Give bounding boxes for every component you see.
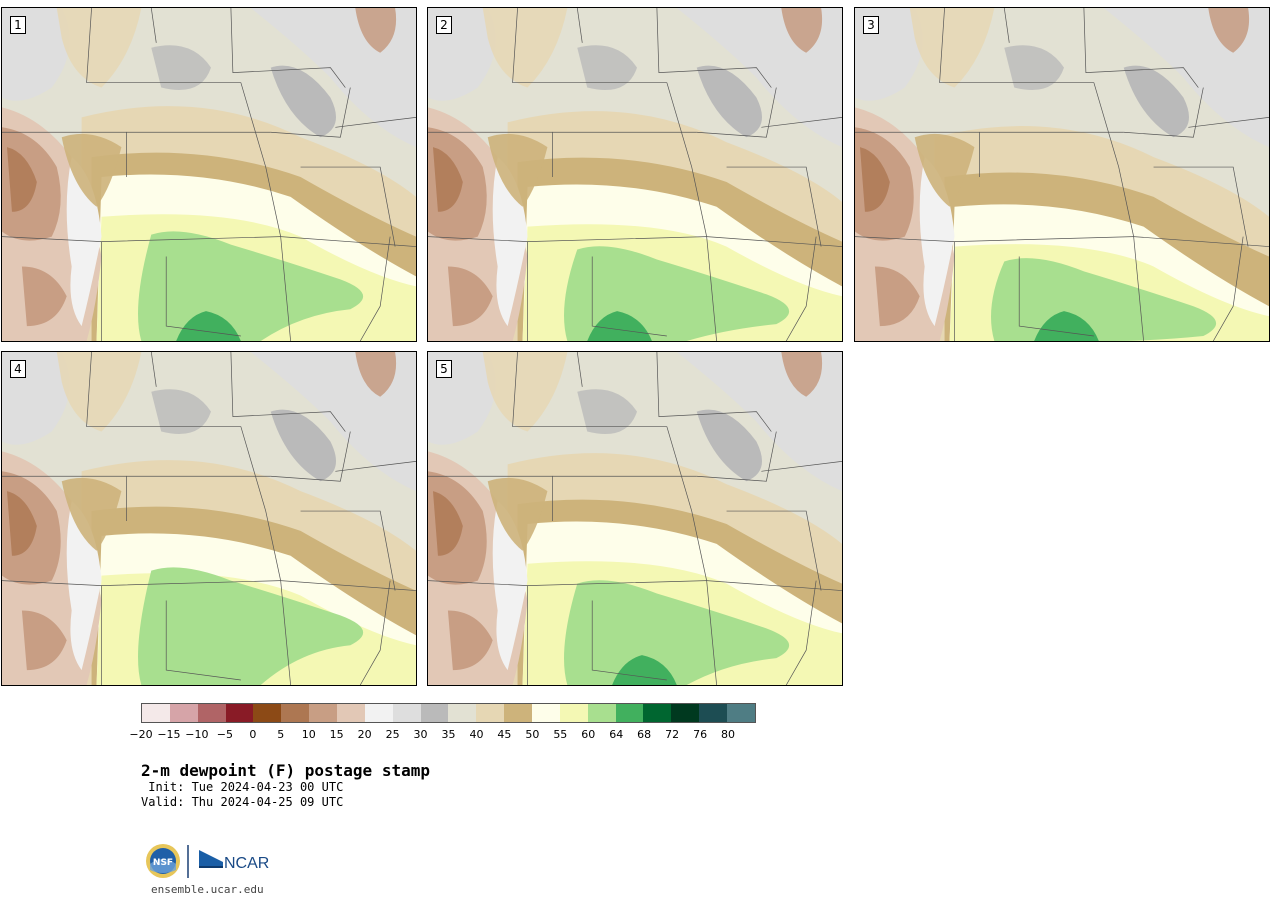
colorbar-swatch	[643, 704, 672, 722]
valid-time: Valid: Thu 2024-04-25 09 UTC	[141, 795, 344, 809]
colorbar-tick-label: 80	[721, 728, 736, 741]
dewpoint-map-1	[2, 8, 416, 341]
map-panel-3: 3	[854, 7, 1270, 342]
map-panel-4: 4	[1, 351, 417, 686]
colorbar-tick-label: 40	[469, 728, 484, 741]
colorbar-swatch	[727, 704, 755, 722]
colorbar-tick-label: 60	[581, 728, 596, 741]
colorbar-swatch	[615, 704, 644, 722]
colorbar-swatch	[504, 704, 533, 722]
nsf-logo: NSF	[146, 844, 180, 878]
colorbar-swatch	[392, 704, 421, 722]
colorbar-swatch	[309, 704, 338, 722]
colorbar-tick-label: 72	[665, 728, 680, 741]
dewpoint-map-4	[2, 352, 416, 685]
dewpoint-map-3	[855, 8, 1269, 341]
colorbar-tick-label: 30	[413, 728, 428, 741]
colorbar-swatch	[281, 704, 310, 722]
colorbar-tick-label: −5	[216, 728, 233, 741]
colorbar-tick-label: −20	[129, 728, 153, 741]
colorbar-swatch	[197, 704, 226, 722]
ncar-logo-text: NCAR	[224, 855, 269, 872]
colorbar-tick-label: 35	[441, 728, 456, 741]
colorbar-swatch	[532, 704, 560, 722]
panel-number-label: 3	[863, 16, 879, 34]
colorbar-tick-label: 15	[329, 728, 344, 741]
colorbar	[141, 703, 756, 723]
logos: NSF NCAR	[146, 844, 269, 878]
colorbar-swatch	[169, 704, 198, 722]
colorbar-tick-label: 25	[385, 728, 400, 741]
colorbar-tick-label: 64	[609, 728, 624, 741]
dewpoint-map-2	[428, 8, 842, 341]
colorbar-tick-label: 55	[553, 728, 568, 741]
colorbar-tick-label: 0	[249, 728, 257, 741]
colorbar-tick-label: −10	[185, 728, 209, 741]
panel-number-label: 2	[436, 16, 452, 34]
panel-number-label: 5	[436, 360, 452, 378]
colorbar-tick-label: 50	[525, 728, 540, 741]
nsf-logo-text: NSF	[153, 858, 173, 868]
colorbar-swatch	[476, 704, 505, 722]
colorbar-tick-label: −15	[157, 728, 181, 741]
init-time: Init: Tue 2024-04-23 00 UTC	[141, 780, 344, 794]
panel-number-label: 1	[10, 16, 26, 34]
map-panel-2: 2	[427, 7, 843, 342]
map-panel-1: 1	[1, 7, 417, 342]
dewpoint-map-5	[428, 352, 842, 685]
colorbar-tick-label: 5	[277, 728, 285, 741]
colorbar-swatch	[448, 704, 477, 722]
colorbar-swatch	[559, 704, 588, 722]
map-panel-5: 5	[427, 351, 843, 686]
colorbar-swatch	[420, 704, 449, 722]
ncar-logo: NCAR	[199, 850, 269, 872]
colorbar-swatch	[142, 704, 170, 722]
colorbar-tick-label: 68	[637, 728, 652, 741]
colorbar-swatch	[699, 704, 728, 722]
colorbar-swatch	[337, 704, 365, 722]
colorbar-swatch	[671, 704, 700, 722]
chart-title: 2-m dewpoint (F) postage stamp	[141, 761, 430, 780]
colorbar-swatch	[253, 704, 282, 722]
panel-number-label: 4	[10, 360, 26, 378]
colorbar-tick-label: 20	[357, 728, 372, 741]
colorbar-tick-label: 45	[497, 728, 512, 741]
colorbar-tick-label: 10	[301, 728, 316, 741]
website-url: ensemble.ucar.edu	[151, 883, 264, 896]
colorbar-swatch	[587, 704, 616, 722]
colorbar-swatch	[225, 704, 254, 722]
colorbar-swatch	[364, 704, 393, 722]
colorbar-tick-label: 76	[693, 728, 708, 741]
